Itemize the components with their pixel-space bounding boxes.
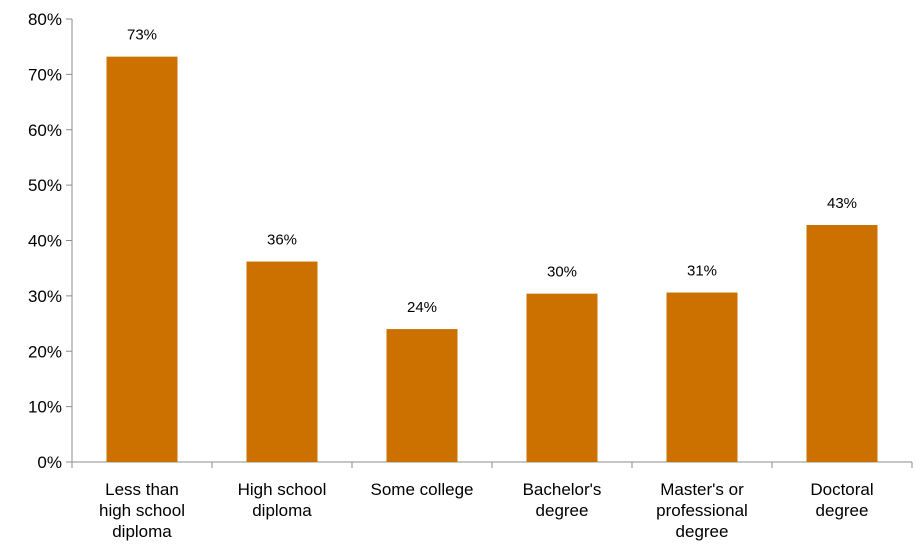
bars [106,56,878,462]
bar [106,56,178,462]
x-tick-label-line: Doctoral [810,480,873,499]
x-tick-label-line: professional [656,501,748,520]
x-tick-label-line: high school [99,501,185,520]
data-label: 24% [407,299,437,316]
x-tick-label-line: degree [536,501,589,520]
x-tick-label: Master's or professional degree [656,480,748,541]
y-tick-label: 70% [28,65,62,84]
y-tick-label: 50% [28,176,62,195]
y-axis: 0% 10% 20% 30% 40% 50% 60% 70% 80% [28,10,73,472]
y-tick-label: 30% [28,287,62,306]
data-label: 43% [827,195,857,212]
bar [806,224,878,462]
y-tick-label: 40% [28,232,62,251]
x-tick-label: Some college [370,480,473,499]
y-tick-label: 10% [28,398,62,417]
y-tick-label: 60% [28,121,62,140]
data-label: 36% [267,232,297,249]
data-labels: 73% 36% 24% 30% 31% 43% [127,27,857,316]
x-tick-label-line: Bachelor's [523,480,602,499]
x-tick-label-line: diploma [112,522,172,541]
bar [246,261,318,462]
x-tick-label-line: degree [676,522,729,541]
bar [386,329,458,462]
x-tick-label: Bachelor's degree [523,480,602,520]
x-tick-label-line: Less than [105,480,179,499]
data-label: 30% [547,264,577,281]
y-tick-label: 20% [28,342,62,361]
x-tick-labels: Less than high school diploma High school di… [99,480,874,541]
x-tick-label-line: diploma [252,501,312,520]
y-tick-label: 80% [28,10,62,29]
y-tick-label: 0% [37,453,62,472]
x-tick-label: Doctoral degree [810,480,873,520]
x-tick-label: Less than high school diploma [99,480,185,541]
x-tick-label-line: Master's or [660,480,744,499]
x-tick-label-line: High school [238,480,327,499]
x-axis [71,461,913,468]
x-tick-label-line: degree [816,501,869,520]
x-tick-label-line: Some college [370,480,473,499]
data-label: 31% [687,263,717,280]
x-tick-label: High school diploma [238,480,327,520]
bar [526,293,598,462]
bar [666,292,738,462]
data-label: 73% [127,27,157,44]
